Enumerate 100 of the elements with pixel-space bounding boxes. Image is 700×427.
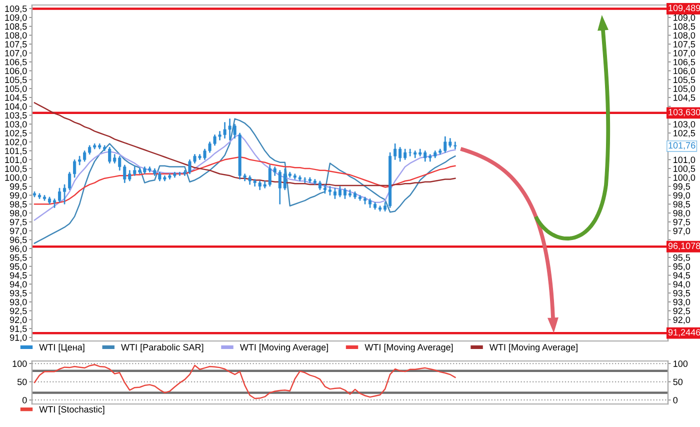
candlestick — [308, 177, 312, 183]
y-tick-label: 98,0 — [10, 210, 27, 218]
candlestick — [338, 186, 342, 198]
candlestick — [384, 202, 387, 212]
candlestick — [313, 179, 316, 185]
legend-label: WTI [Цена] — [39, 344, 84, 352]
y2-tick-label: 97,5 — [673, 218, 690, 226]
candlestick — [43, 195, 46, 201]
y2-tick-label: 101,0 — [674, 156, 696, 164]
ref-line-label: 103,630 — [668, 108, 700, 116]
candlestick — [378, 206, 382, 212]
y2-tick-label: 94,5 — [673, 272, 690, 280]
y-tick-label: 101,5 — [5, 148, 27, 156]
candlestick — [303, 177, 306, 183]
text: WTI [Stochastic] — [39, 406, 104, 414]
y-tick-label: 104,5 — [5, 94, 27, 102]
y-tick-label: 106,5 — [5, 58, 27, 66]
candlestick — [408, 148, 412, 156]
y2-tick-label: 109,0 — [674, 14, 696, 22]
candlestick — [293, 174, 296, 180]
candlestick — [343, 188, 347, 199]
legend-label: WTI [Moving Average] — [489, 344, 578, 352]
y2-tick-label: 50 — [673, 378, 683, 386]
candlestick — [388, 152, 392, 208]
candlestick — [73, 159, 76, 178]
line-series — [34, 364, 456, 400]
candlestick — [98, 143, 102, 150]
y2-tick-label: 108,0 — [674, 32, 696, 40]
y2-tick-label: 107,0 — [674, 50, 696, 58]
y2-tick-label: 108,5 — [674, 23, 696, 31]
y2-tick-label: 99,0 — [673, 192, 690, 200]
candlestick — [368, 198, 372, 208]
y2-tick-label: 107,5 — [674, 41, 696, 49]
y-tick-label: 108,5 — [5, 23, 27, 31]
candlestick — [424, 150, 427, 162]
candlestick — [374, 202, 377, 210]
y2-tick-label: 105,0 — [674, 86, 696, 93]
y-tick-label: 105,0 — [5, 86, 27, 93]
candlestick — [333, 188, 336, 199]
y-tick-label: 107,0 — [5, 50, 27, 58]
y-tick-label: 98,5 — [10, 201, 27, 209]
candlestick — [348, 190, 352, 198]
y2-tick-label: 92,0 — [673, 316, 690, 324]
y-tick-label: 91,5 — [10, 326, 27, 333]
annotation: 101,76 — [668, 142, 696, 150]
y2-tick-label: 100,5 — [674, 166, 696, 173]
candlestick — [298, 175, 302, 182]
y2-tick-label: 93,0 — [673, 298, 690, 306]
candlestick — [53, 198, 56, 208]
candlestick — [38, 193, 42, 199]
ref-line-label: 96,1078 — [668, 242, 700, 250]
y-tick-label: 100,5 — [5, 166, 27, 173]
y2-tick-label: 98,5 — [673, 201, 690, 209]
y-tick-label: 107,5 — [5, 41, 27, 49]
candlestick — [108, 147, 112, 164]
candlestick — [328, 186, 332, 196]
y2-tick-label: 104,5 — [674, 94, 696, 102]
candlestick — [58, 188, 62, 203]
candlestick — [323, 184, 326, 194]
y-tick-label: 104,0 — [5, 103, 27, 111]
candlestick — [288, 172, 292, 178]
y2-tick-label: 92,5 — [673, 308, 690, 316]
y-tick-label: 106,0 — [5, 68, 27, 76]
y2-tick-label: 97,0 — [673, 228, 690, 236]
y2-tick-label: 93,5 — [673, 290, 690, 298]
candlestick — [83, 150, 86, 162]
legend-label: WTI [Moving Average] — [364, 344, 453, 352]
line-series — [34, 134, 456, 221]
candlestick — [68, 172, 72, 190]
y-tick-label: 0 — [22, 396, 27, 404]
y-tick-label: 100 — [12, 360, 27, 367]
candlestick — [414, 150, 417, 158]
y2-tick-label: 94,0 — [673, 281, 690, 289]
candlestick — [283, 168, 286, 190]
candlestick — [364, 196, 367, 204]
y-tick-label: 96,5 — [10, 236, 27, 244]
line-series — [34, 118, 456, 244]
y-tick-label: 109,0 — [5, 14, 27, 22]
y2-tick-label: 95,5 — [673, 254, 690, 262]
candlestick — [398, 147, 402, 162]
candlestick — [404, 148, 407, 160]
y-tick-label: 100,0 — [5, 174, 27, 182]
y-tick-label: 99,5 — [10, 183, 27, 191]
y2-tick-label: 103,0 — [674, 121, 696, 129]
candlestick — [88, 145, 92, 155]
y-tick-label: 91,0 — [10, 334, 27, 342]
candlestick — [318, 180, 322, 190]
y2-tick-label: 105,5 — [674, 76, 696, 84]
y2-tick-label: 100 — [674, 360, 688, 367]
y-tick-label: 95,5 — [10, 254, 27, 262]
y-tick-label: 102,5 — [5, 130, 27, 138]
y-tick-label: 99,0 — [10, 192, 27, 200]
y2-tick-label: 99,5 — [673, 183, 690, 191]
candlestick — [93, 143, 96, 150]
y-tick-label: 93,0 — [10, 298, 27, 306]
candlestick — [418, 148, 422, 156]
y2-tick-label: 95,0 — [673, 263, 690, 271]
y2-tick-label: 106,0 — [674, 68, 696, 76]
candlestick — [103, 145, 106, 151]
y-tick-label: 97,5 — [10, 218, 27, 226]
